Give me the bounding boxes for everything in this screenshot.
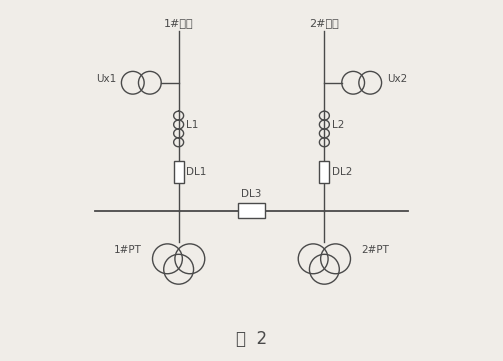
- Text: DL1: DL1: [187, 167, 207, 177]
- Text: DL3: DL3: [241, 189, 262, 199]
- Text: 图  2: 图 2: [236, 330, 267, 348]
- Text: Ux1: Ux1: [96, 74, 116, 84]
- Text: DL2: DL2: [332, 167, 353, 177]
- Text: Ux2: Ux2: [387, 74, 407, 84]
- Text: L1: L1: [187, 121, 199, 130]
- Bar: [319, 161, 329, 183]
- Text: 1#PT: 1#PT: [114, 245, 141, 255]
- Text: L2: L2: [332, 121, 345, 130]
- Bar: [238, 203, 265, 218]
- Text: 2#PT: 2#PT: [362, 245, 389, 255]
- Text: 2#进线: 2#进线: [309, 18, 339, 28]
- Text: 1#进线: 1#进线: [164, 18, 194, 28]
- Bar: [174, 161, 184, 183]
